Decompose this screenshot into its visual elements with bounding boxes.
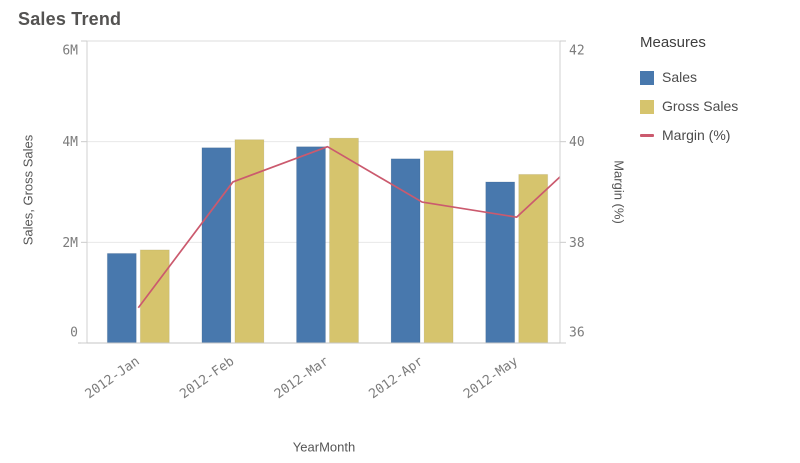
legend-title: Measures [640, 34, 706, 51]
right-tick-label: 36 [569, 326, 585, 341]
legend-item-gross-sales[interactable]: Gross Sales [640, 99, 790, 114]
legend-item-label: Sales [662, 69, 698, 85]
gross-sales-color-swatch-icon [640, 99, 654, 114]
right-tick-label: 38 [569, 236, 585, 251]
x-tick-2012-feb[interactable]: 2012-Feb [177, 354, 237, 402]
bar-gross-sales-2012-jan[interactable] [139, 249, 170, 344]
x-tick-2012-jan[interactable]: 2012-Jan [83, 354, 143, 402]
right-tick-label: 40 [569, 135, 585, 150]
sales-color-swatch-icon [640, 70, 654, 85]
right-axis-title: Margin (%) [611, 160, 627, 224]
left-tick-label: 0 [70, 326, 78, 341]
left-tick-label: 6M [62, 44, 78, 59]
left-tick-label: 2M [62, 236, 78, 251]
left-axis-title: Sales, Gross Sales [20, 134, 36, 246]
chart-title: Sales Trend [18, 9, 122, 29]
margin-line [137, 145, 561, 309]
legend-item-sales[interactable]: Sales [640, 70, 790, 85]
left-tick-label: 4M [62, 135, 78, 150]
bar-sales-2012-mar[interactable] [296, 146, 326, 344]
right-tick-label: 42 [569, 44, 585, 59]
legend-item-label: Gross Sales [662, 98, 739, 114]
bar-gross-sales-2012-mar[interactable] [329, 137, 359, 344]
bar-sales-2012-jan[interactable] [106, 252, 137, 344]
x-tick-2012-apr[interactable]: 2012-Apr [366, 354, 426, 402]
bar-gross-sales-2012-apr[interactable] [423, 150, 454, 344]
x-tick-2012-may[interactable]: 2012-May [461, 354, 521, 402]
x-axis-title: YearMonth [292, 439, 356, 455]
bar-sales-2012-feb[interactable] [201, 147, 232, 344]
x-tick-2012-mar[interactable]: 2012-Mar [272, 354, 332, 402]
margin-line-swatch-icon [640, 134, 654, 137]
bar-gross-sales-2012-may[interactable] [518, 173, 549, 344]
legend-item-margin[interactable]: Margin (%) [640, 128, 790, 143]
legend: Measures Sales Gross Sales Margin (%) [640, 34, 790, 157]
bar-sales-2012-may[interactable] [485, 181, 516, 344]
bar-gross-sales-2012-feb[interactable] [234, 139, 265, 344]
legend-item-label: Margin (%) [662, 127, 731, 143]
